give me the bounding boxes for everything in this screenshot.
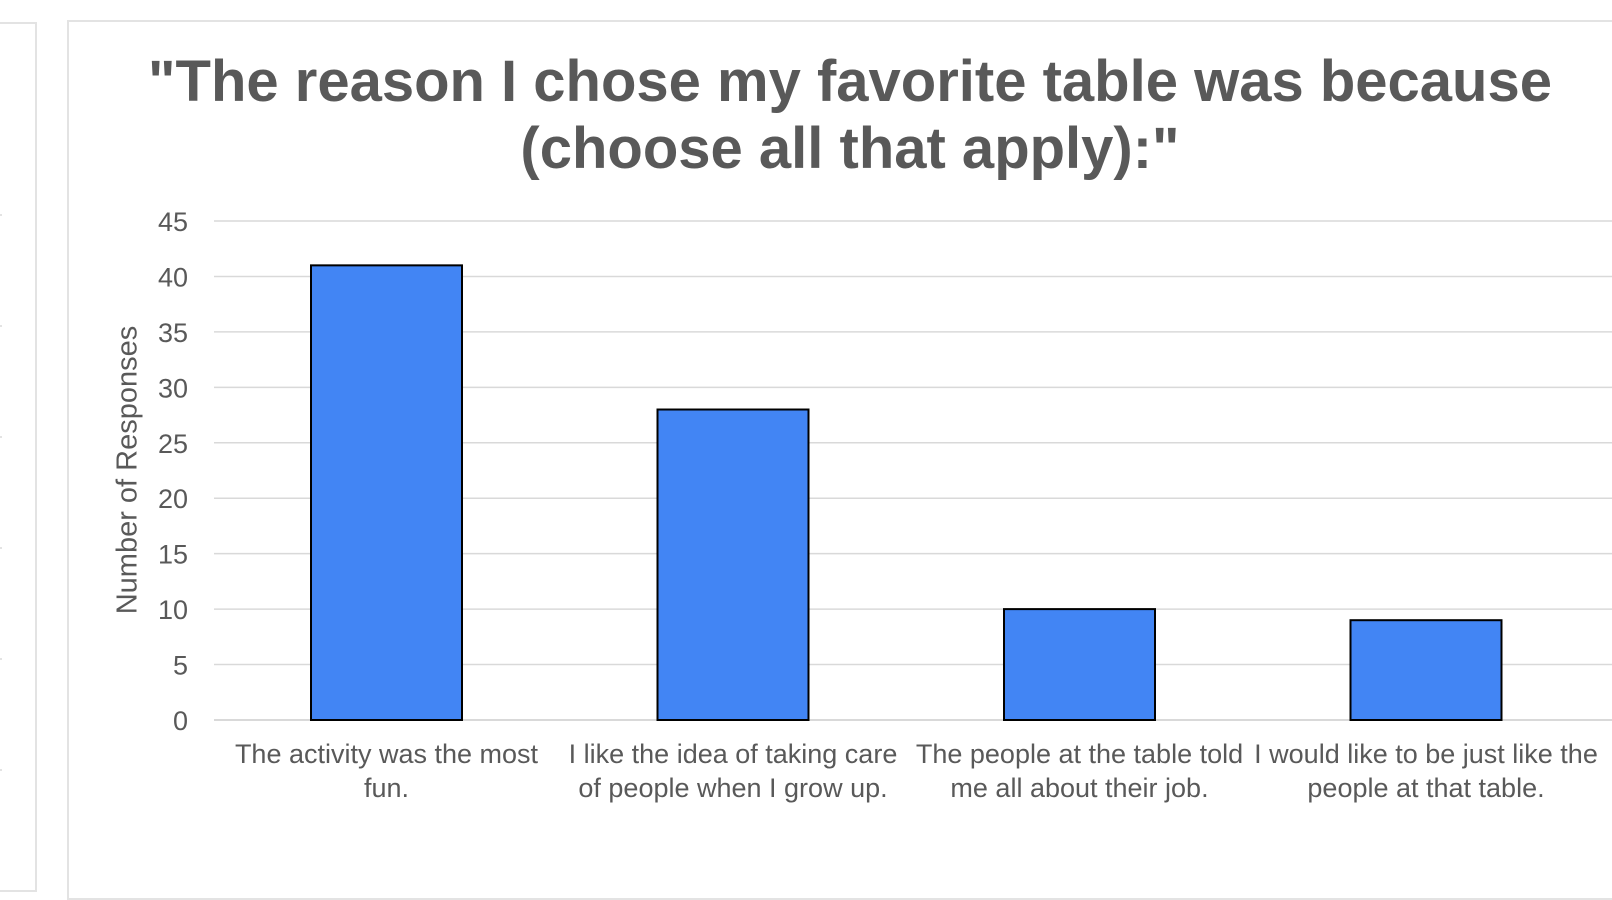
x-tick-label: I like the idea of taking care of people… [568,739,898,803]
y-tick-label: 5 [173,651,188,681]
left-panel-tick [0,214,2,216]
x-tick-label: The people at the table told me all abou… [915,739,1244,803]
bar[interactable] [1003,608,1156,721]
y-tick-label: 35 [158,318,188,348]
y-tick-label: 20 [158,484,188,514]
chart-title: "The reason I chose my favorite table wa… [148,49,1552,181]
left-panel-tick [0,547,2,549]
left-panel-tick [0,325,2,327]
y-tick-label: 30 [158,373,188,403]
left-panel-tick [0,658,2,660]
y-tick-label: 10 [158,595,188,625]
y-tick-label: 45 [158,207,188,237]
left-panel-tick [0,769,2,771]
y-tick-label: 15 [158,540,188,570]
y-tick-label: 40 [158,262,188,292]
y-axis-label: Number of Responses [111,325,144,615]
bar[interactable] [310,264,463,721]
left-panel [0,22,37,892]
left-panel-tick [0,436,2,438]
bar[interactable] [656,408,810,721]
bar-chart-plot: 0 5 10 15 20 25 30 35 40 45 [158,207,1612,736]
x-tick-label: The activity was the most fun. [234,739,539,803]
bar[interactable] [1349,619,1503,722]
x-tick-label: I would like to be just like the people … [1254,739,1598,803]
y-tick-label: 25 [158,429,188,459]
y-tick-label: 0 [173,706,188,736]
